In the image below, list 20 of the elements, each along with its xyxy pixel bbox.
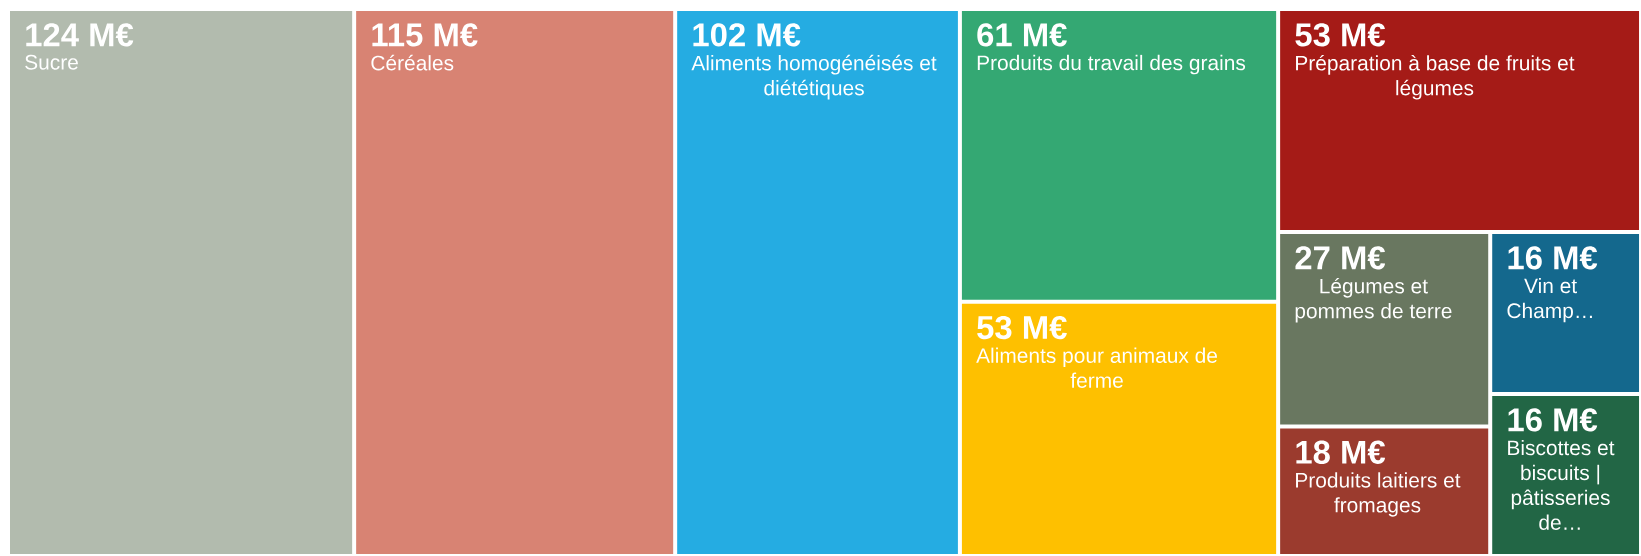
category-label: Sucre bbox=[25, 54, 78, 70]
data-label: 27 M€ bbox=[1295, 246, 1386, 270]
category-label: Céréales bbox=[371, 54, 454, 71]
data-label: 16 M€ bbox=[1508, 408, 1598, 432]
data-label: 115 M€ bbox=[372, 23, 478, 47]
data-label: 53 M€ bbox=[1295, 23, 1386, 47]
category-label: Légumes et pommes de terre bbox=[1295, 277, 1452, 323]
category-label: Biscottes et biscuits | pâtisseries de… bbox=[1508, 439, 1615, 530]
category-label: Préparation à base de fruits et légumes bbox=[1296, 54, 1575, 100]
data-label: 102 M€ bbox=[693, 23, 801, 47]
category-label: Aliments homogénéisés et diététiques bbox=[691, 54, 937, 100]
data-label: 16 M€ bbox=[1508, 246, 1598, 270]
category-label: Vin et Champ… bbox=[1507, 277, 1592, 323]
data-label: 18 M€ bbox=[1296, 440, 1386, 464]
data-label: 124 M€ bbox=[26, 23, 134, 47]
data-label: 61 M€ bbox=[977, 23, 1067, 47]
category-label: Produits du travail des grains bbox=[977, 54, 1246, 75]
data-label: 53 M€ bbox=[977, 315, 1067, 340]
category-label: Produits laitiers et fromages bbox=[1296, 472, 1461, 517]
category-label: Aliments pour animaux de ferme bbox=[976, 347, 1218, 388]
